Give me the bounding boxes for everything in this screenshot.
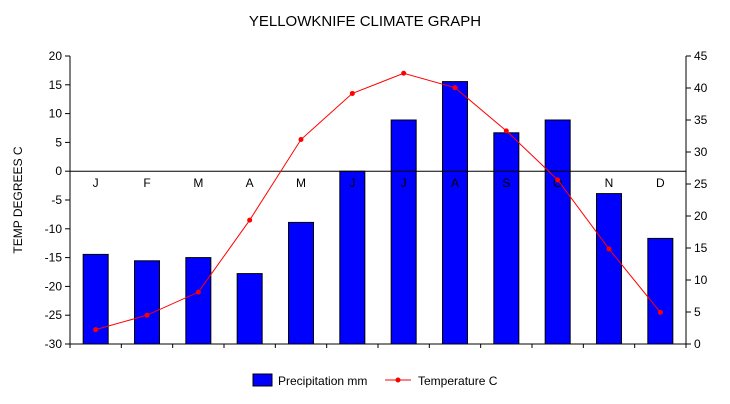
- right-tick-label: 25: [694, 177, 708, 191]
- temperature-point: [503, 128, 509, 134]
- left-tick-label: 5: [55, 135, 62, 149]
- precipitation-bar: [544, 119, 571, 345]
- right-tick-label: 20: [694, 209, 708, 223]
- category-label: F: [143, 176, 150, 190]
- precipitation-bar: [442, 81, 468, 345]
- legend-precipitation-swatch: [252, 373, 273, 387]
- temperature-point: [452, 85, 458, 91]
- precipitation-bar: [236, 273, 263, 345]
- precipitation-bar: [134, 260, 160, 345]
- left-tick-label: 20: [49, 49, 63, 63]
- left-tick-label: 10: [49, 107, 63, 121]
- temperature-point: [93, 327, 99, 333]
- right-tick-label: 35: [694, 113, 708, 127]
- precipitation-bar: [339, 170, 366, 345]
- category-label: J: [401, 176, 407, 190]
- left-tick-label: 0: [55, 164, 62, 178]
- category-label: A: [246, 176, 254, 190]
- legend-precipitation-label: Precipitation mm: [278, 374, 367, 388]
- right-tick-label: 45: [694, 49, 708, 63]
- right-tick-label: 5: [694, 305, 701, 319]
- precipitation-bar: [493, 132, 520, 345]
- left-tick-label: 15: [49, 78, 63, 92]
- temperature-line: [95, 72, 661, 331]
- temperature-point: [298, 137, 304, 143]
- right-tick-label: 0: [694, 337, 701, 351]
- precipitation-bar: [596, 193, 622, 345]
- right-tick-label: 30: [694, 145, 708, 159]
- precipitation-bar: [647, 237, 674, 345]
- category-label: A: [451, 176, 459, 190]
- left-tick-label: -25: [45, 308, 63, 322]
- category-label: S: [502, 176, 510, 190]
- right-tick-label: 10: [694, 273, 708, 287]
- y-axis-label: TEMP DEGREES C: [11, 146, 25, 253]
- temperature-point: [195, 289, 201, 295]
- temperature-point: [144, 312, 150, 318]
- left-tick-label: -5: [51, 193, 62, 207]
- temperature-point: [349, 90, 355, 96]
- chart-title: YELLOWKNIFE CLIMATE GRAPH: [249, 13, 481, 30]
- left-tick-label: -20: [45, 279, 63, 293]
- temperature-point: [606, 246, 612, 252]
- temperature-point: [247, 217, 253, 223]
- temperature-point: [657, 309, 663, 315]
- left-tick-label: -30: [45, 337, 63, 351]
- legend: Precipitation mm Temperature C: [252, 373, 498, 388]
- precipitation-bar: [390, 119, 417, 345]
- right-tick-label: 15: [694, 241, 708, 255]
- category-label: J: [93, 176, 99, 190]
- precipitation-bar: [185, 257, 212, 345]
- category-label: N: [605, 176, 614, 190]
- temperature-point: [401, 70, 407, 76]
- precipitation-bar: [288, 221, 314, 345]
- left-tick-label: -15: [45, 251, 63, 265]
- temperature-point: [555, 177, 561, 183]
- category-label: M: [296, 176, 306, 190]
- category-label: O: [553, 176, 562, 190]
- category-label: D: [656, 176, 665, 190]
- right-tick-label: 40: [694, 81, 708, 95]
- plot-area: 20 15 10 5 0 -5 -10 -15 -20 -25 -30 45 40 35 30 25 20 15 1…: [45, 49, 708, 351]
- legend-temperature-label: Temperature C: [418, 374, 498, 388]
- left-tick-label: -10: [45, 222, 63, 236]
- category-label: J: [349, 176, 355, 190]
- legend-temperature-marker: [395, 377, 401, 383]
- category-label: M: [193, 176, 203, 190]
